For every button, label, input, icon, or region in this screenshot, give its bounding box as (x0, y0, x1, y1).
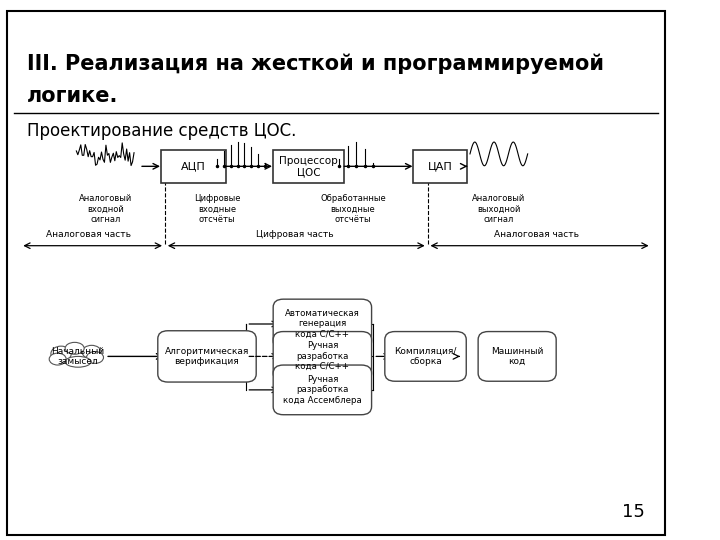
FancyBboxPatch shape (158, 330, 256, 382)
Text: III. Реализация на жесткой и программируемой: III. Реализация на жесткой и программиру… (27, 54, 604, 75)
Ellipse shape (82, 346, 101, 359)
Text: Проектирование средств ЦОС.: Проектирование средств ЦОС. (27, 122, 297, 139)
FancyBboxPatch shape (384, 332, 467, 381)
Text: Аналоговый
входной
сигнал: Аналоговый входной сигнал (78, 194, 132, 224)
FancyBboxPatch shape (161, 150, 225, 183)
FancyBboxPatch shape (273, 332, 372, 381)
Text: Обработанные
выходные
отсчёты: Обработанные выходные отсчёты (320, 194, 386, 224)
Text: 15: 15 (622, 503, 644, 521)
Text: Автоматическая
генерация
кода С/С++: Автоматическая генерация кода С/С++ (285, 309, 360, 339)
Text: Ручная
разработка
кода С/С++: Ручная разработка кода С/С++ (295, 341, 349, 372)
FancyBboxPatch shape (273, 150, 344, 183)
Text: Аналоговая часть: Аналоговая часть (494, 230, 579, 239)
Text: Компиляция/
сборка: Компиляция/ сборка (395, 347, 456, 366)
Text: логике.: логике. (27, 86, 119, 106)
FancyBboxPatch shape (413, 150, 467, 183)
Text: Цифровая часть: Цифровая часть (256, 230, 334, 239)
Ellipse shape (65, 342, 84, 354)
FancyBboxPatch shape (6, 11, 665, 535)
Text: Машинный
код: Машинный код (491, 347, 544, 366)
FancyBboxPatch shape (273, 365, 372, 415)
Text: ЦАП: ЦАП (428, 161, 452, 171)
Text: Цифровые
входные
отсчёты: Цифровые входные отсчёты (194, 194, 240, 224)
Text: Ручная
разработка
кода Ассемблера: Ручная разработка кода Ассемблера (283, 375, 361, 405)
Ellipse shape (49, 353, 66, 365)
Text: АЦП: АЦП (181, 161, 206, 171)
Ellipse shape (51, 346, 71, 361)
FancyBboxPatch shape (478, 332, 556, 381)
Ellipse shape (65, 356, 91, 367)
FancyBboxPatch shape (273, 299, 372, 349)
Text: Начальный
замысел: Начальный замысел (52, 347, 104, 366)
Text: Процессор
ЦОС: Процессор ЦОС (279, 156, 338, 177)
Ellipse shape (86, 352, 104, 363)
Text: Алгоритмическая
верификация: Алгоритмическая верификация (165, 347, 249, 366)
Text: Аналоговый
выходной
сигнал: Аналоговый выходной сигнал (472, 194, 526, 224)
Text: Аналоговая часть: Аналоговая часть (46, 230, 131, 239)
